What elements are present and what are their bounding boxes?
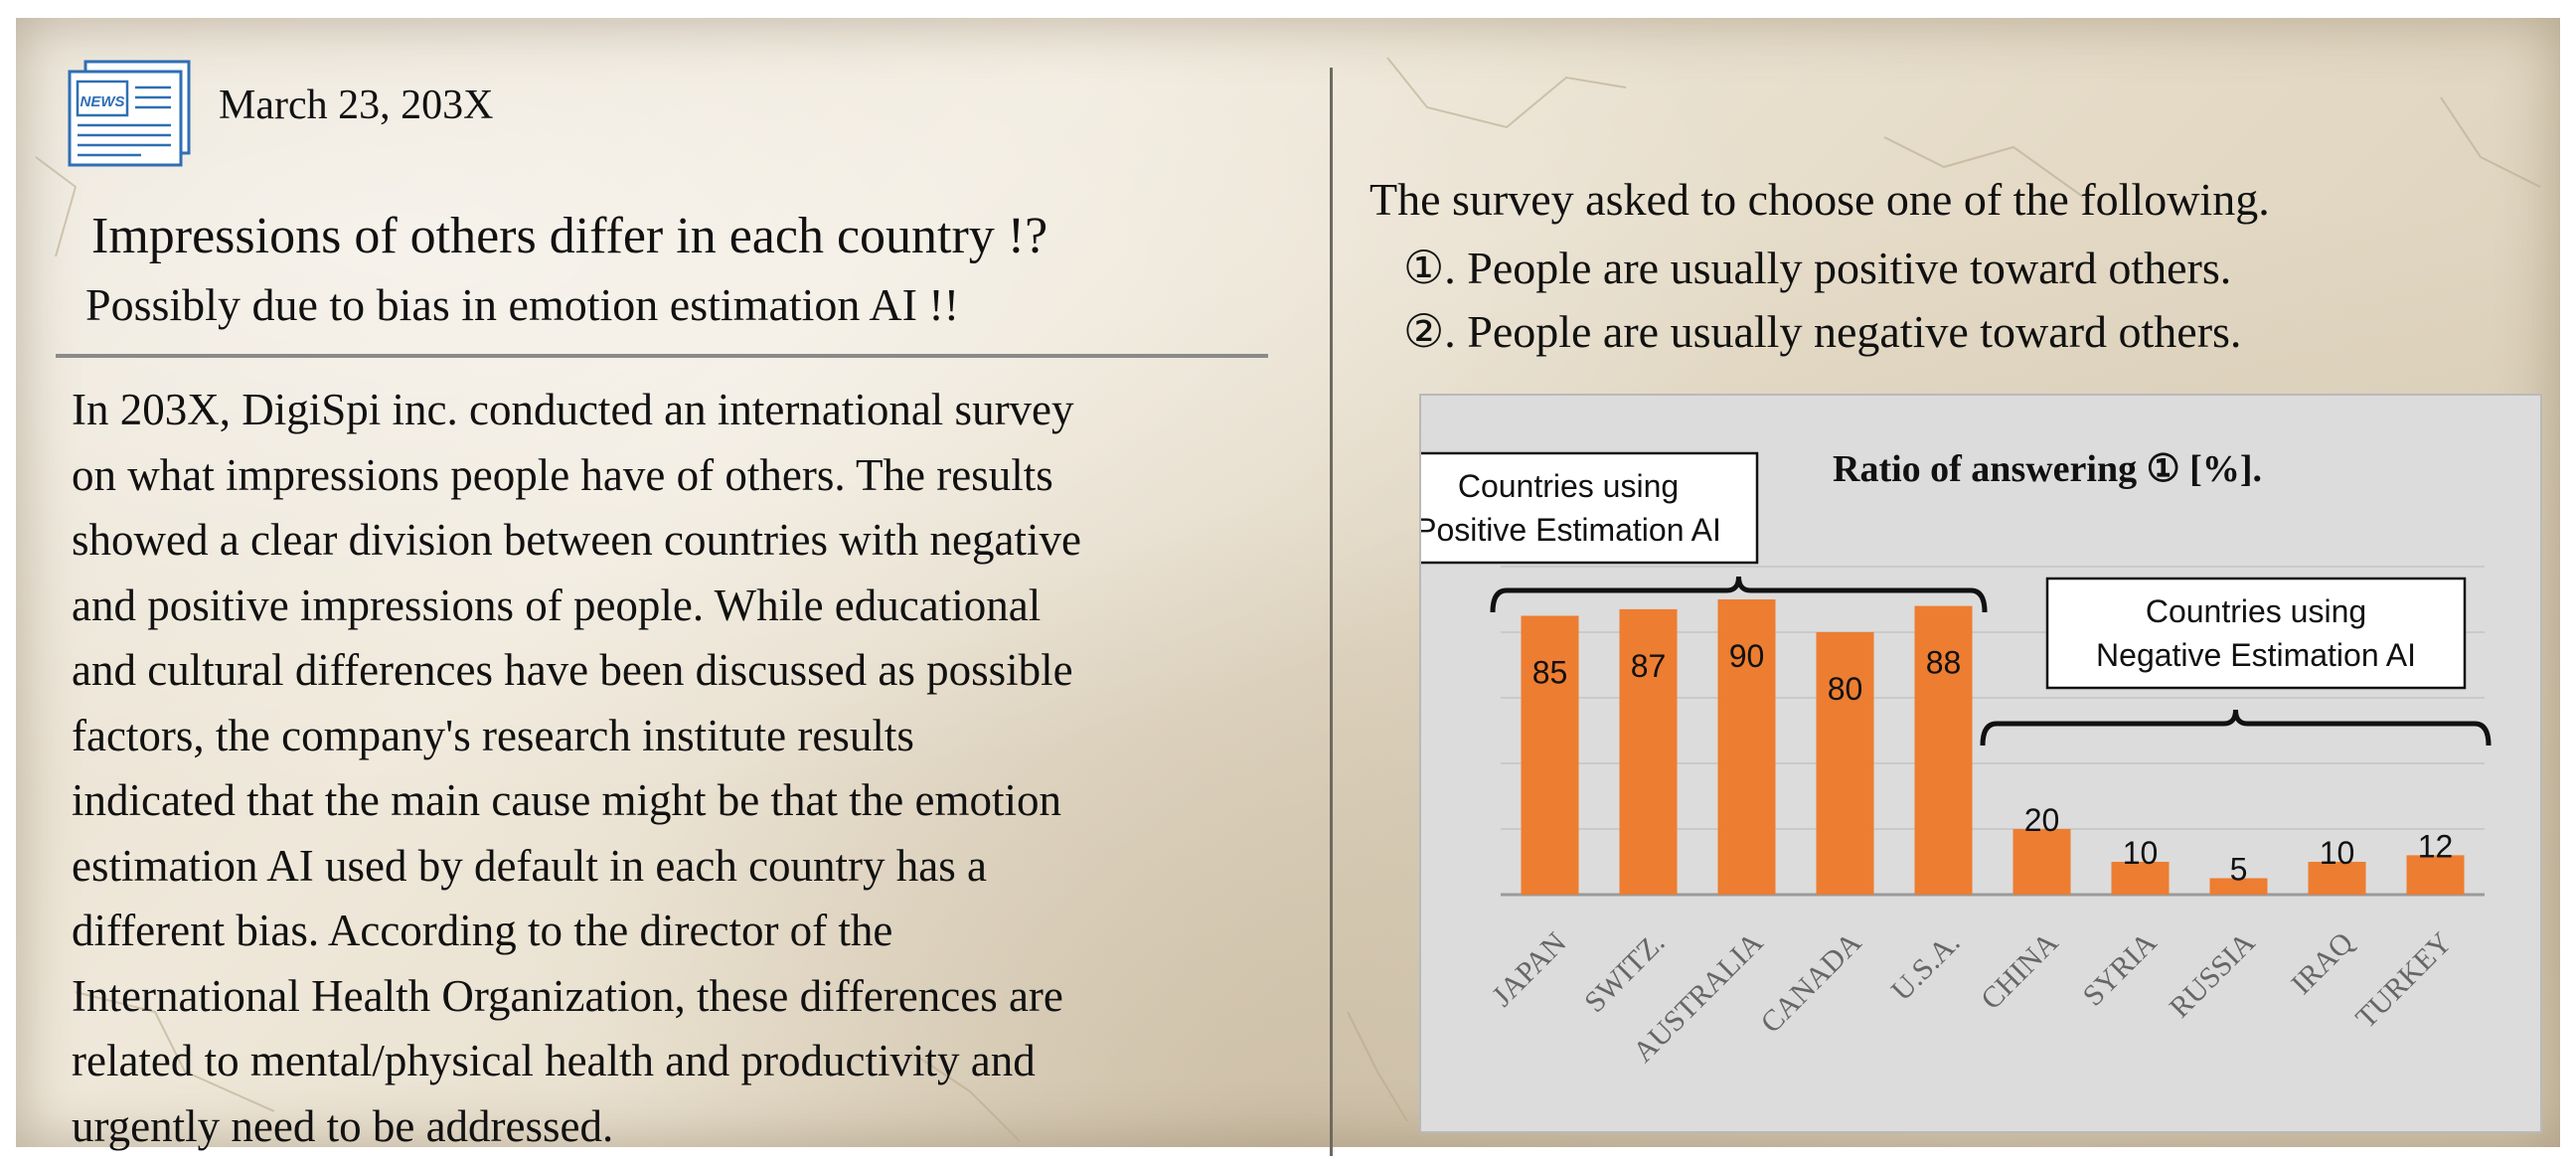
negative-group-label-line2: Negative Estimation AI <box>2096 637 2416 673</box>
negative-group-label-line1: Countries using <box>2146 593 2366 629</box>
positive-group-bracket <box>1490 576 1988 613</box>
negative-group-bracket <box>1980 709 2492 747</box>
bar-syria <box>2111 862 2170 895</box>
headline-divider <box>56 354 1268 358</box>
bar-russia <box>2209 878 2268 895</box>
chart-title: Ratio of answering ① [%]. <box>1833 448 2262 490</box>
bar-value-label: 85 <box>1532 655 1568 691</box>
group-brackets <box>1490 576 2492 747</box>
x-tick-label: U.S.A. <box>1885 926 1967 1008</box>
bar-turkey <box>2406 855 2465 895</box>
article-line: factors, the company's research institut… <box>72 710 914 760</box>
x-tick-label: SYRIA <box>2076 925 2163 1012</box>
article-body: In 203X, DigiSpi inc. conducted an inter… <box>72 378 1294 1159</box>
bar-japan <box>1521 615 1579 895</box>
positive-group-label-line2: Positive Estimation AI <box>1421 512 1721 548</box>
bar-usa <box>1914 605 1973 895</box>
article-line: International Health Organization, these… <box>72 970 1063 1021</box>
bar-value-label: 5 <box>2230 852 2248 888</box>
bar-switz <box>1619 608 1678 895</box>
survey-option-1: ①. People are usually positive toward ot… <box>1403 243 2232 293</box>
x-tick-label: SWITZ. <box>1578 926 1671 1019</box>
article-line: In 203X, DigiSpi inc. conducted an inter… <box>72 385 1074 434</box>
article-date: March 23, 203X <box>219 83 494 128</box>
bar-value-label: 87 <box>1631 648 1667 684</box>
chart-canvas: Ratio of answering ① [%]. 85 87 90 80 88 20 10… <box>1421 448 2492 1069</box>
bar-value-label: 12 <box>2418 828 2454 864</box>
bar-china <box>2012 829 2071 895</box>
bar-canada <box>1816 632 1874 895</box>
bar-value-label: 80 <box>1828 671 1863 707</box>
bar-iraq <box>2308 862 2366 895</box>
article-line: on what impressions people have of other… <box>72 449 1053 500</box>
bar-value-label: 10 <box>2320 835 2355 871</box>
headline: Impressions of others differ in each cou… <box>91 208 1048 264</box>
x-tick-label: IRAQ <box>2285 925 2359 1000</box>
positive-group-box <box>1421 451 1759 565</box>
x-tick-label: RUSSIA <box>2164 925 2262 1024</box>
article-line: and cultural differences have been discu… <box>72 645 1073 695</box>
article-line: indicated that the main cause might be t… <box>72 775 1061 825</box>
bar-value-label: 10 <box>2123 835 2159 871</box>
article-line: showed a clear division between countrie… <box>72 515 1081 565</box>
x-tick-label: JAPAN <box>1486 926 1572 1013</box>
news-icon-label: NEWS <box>80 93 125 110</box>
bar-value-label: 20 <box>2024 802 2060 838</box>
newspaper-background: NEWS March 23, 203X Impressions of other… <box>16 18 2560 1156</box>
column-divider <box>1330 68 1333 1156</box>
article-line: and positive impressions of people. Whil… <box>72 580 1042 630</box>
x-tick-label: TURKEY <box>2349 926 2458 1035</box>
positive-group-label-line1: Countries using <box>1458 468 1679 504</box>
article-line: urgently need to be addressed. <box>72 1100 614 1151</box>
bar-chart: Ratio of answering ① [%]. 85 87 90 80 88 20 10… <box>1419 394 2542 1133</box>
bar-australia <box>1717 599 1776 895</box>
survey-option-2: ②. People are usually negative toward ot… <box>1403 306 2242 357</box>
x-tick-label: CHINA <box>1975 925 2065 1016</box>
article-line: estimation AI used by default in each co… <box>72 840 987 891</box>
negative-group-box <box>2045 577 2467 690</box>
survey-prompt: The survey asked to choose one of the fo… <box>1369 174 2270 225</box>
subheadline: Possibly due to bias in emotion estimati… <box>85 279 960 330</box>
bar-value-label: 88 <box>1926 645 1962 681</box>
news-icon: NEWS <box>68 60 191 167</box>
x-tick-label: CANADA <box>1754 925 1867 1039</box>
article-line: different bias. According to the directo… <box>72 906 893 955</box>
chart-bars: 85 87 90 80 88 20 10 5 10 12 <box>1521 599 2465 895</box>
article-line: related to mental/physical health and pr… <box>72 1036 1036 1085</box>
bar-value-label: 90 <box>1729 638 1765 674</box>
